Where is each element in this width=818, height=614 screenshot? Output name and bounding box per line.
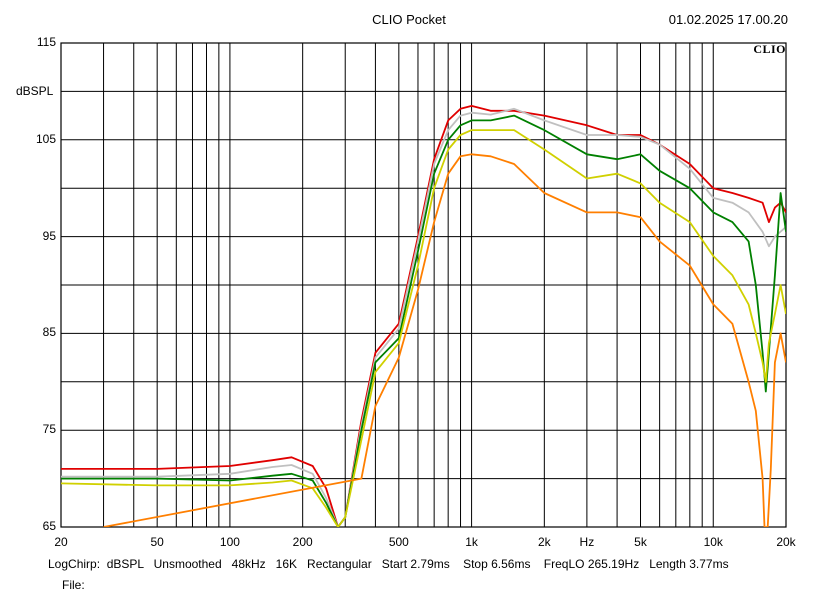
- x-tick-label: 500: [388, 535, 409, 549]
- chart-title: CLIO Pocket: [372, 12, 446, 27]
- x-tick-label: 50: [150, 535, 164, 549]
- measurement-settings: LogChirp: dBSPL Unsmoothed 48kHz 16K Rec…: [48, 557, 729, 571]
- response-curve-3: [61, 114, 786, 527]
- x-tick-label: 2k: [537, 535, 551, 549]
- y-tick-label: 85: [42, 325, 56, 340]
- x-tick-label: 20: [54, 535, 68, 549]
- response-curve-4: [61, 129, 786, 527]
- response-curve-2: [61, 107, 786, 527]
- response-curve-5: [103, 153, 786, 527]
- clio-logo: CLIO: [753, 42, 786, 56]
- y-tick-label: 95: [42, 228, 56, 243]
- x-tick-label: 1k: [465, 535, 478, 549]
- y-tick-label: 75: [42, 422, 56, 437]
- timestamp: 01.02.2025 17.00.20: [668, 12, 788, 27]
- y-tick-label: 65: [42, 519, 56, 533]
- y-axis-label: dBSPL: [16, 84, 54, 98]
- x-tick-label: 200: [292, 535, 313, 549]
- x-tick-label: 5k: [634, 535, 647, 549]
- y-tick-label: 115: [36, 35, 56, 49]
- y-tick-label: 105: [35, 131, 56, 146]
- x-tick-label: 20k: [776, 535, 796, 549]
- response-curve-1: [61, 105, 786, 527]
- x-tick-label: 10k: [703, 535, 723, 549]
- x-axis-label: Hz: [579, 535, 595, 549]
- file-label: File:: [62, 578, 85, 592]
- x-tick-label: 100: [219, 535, 240, 549]
- plot-frame: [60, 42, 787, 528]
